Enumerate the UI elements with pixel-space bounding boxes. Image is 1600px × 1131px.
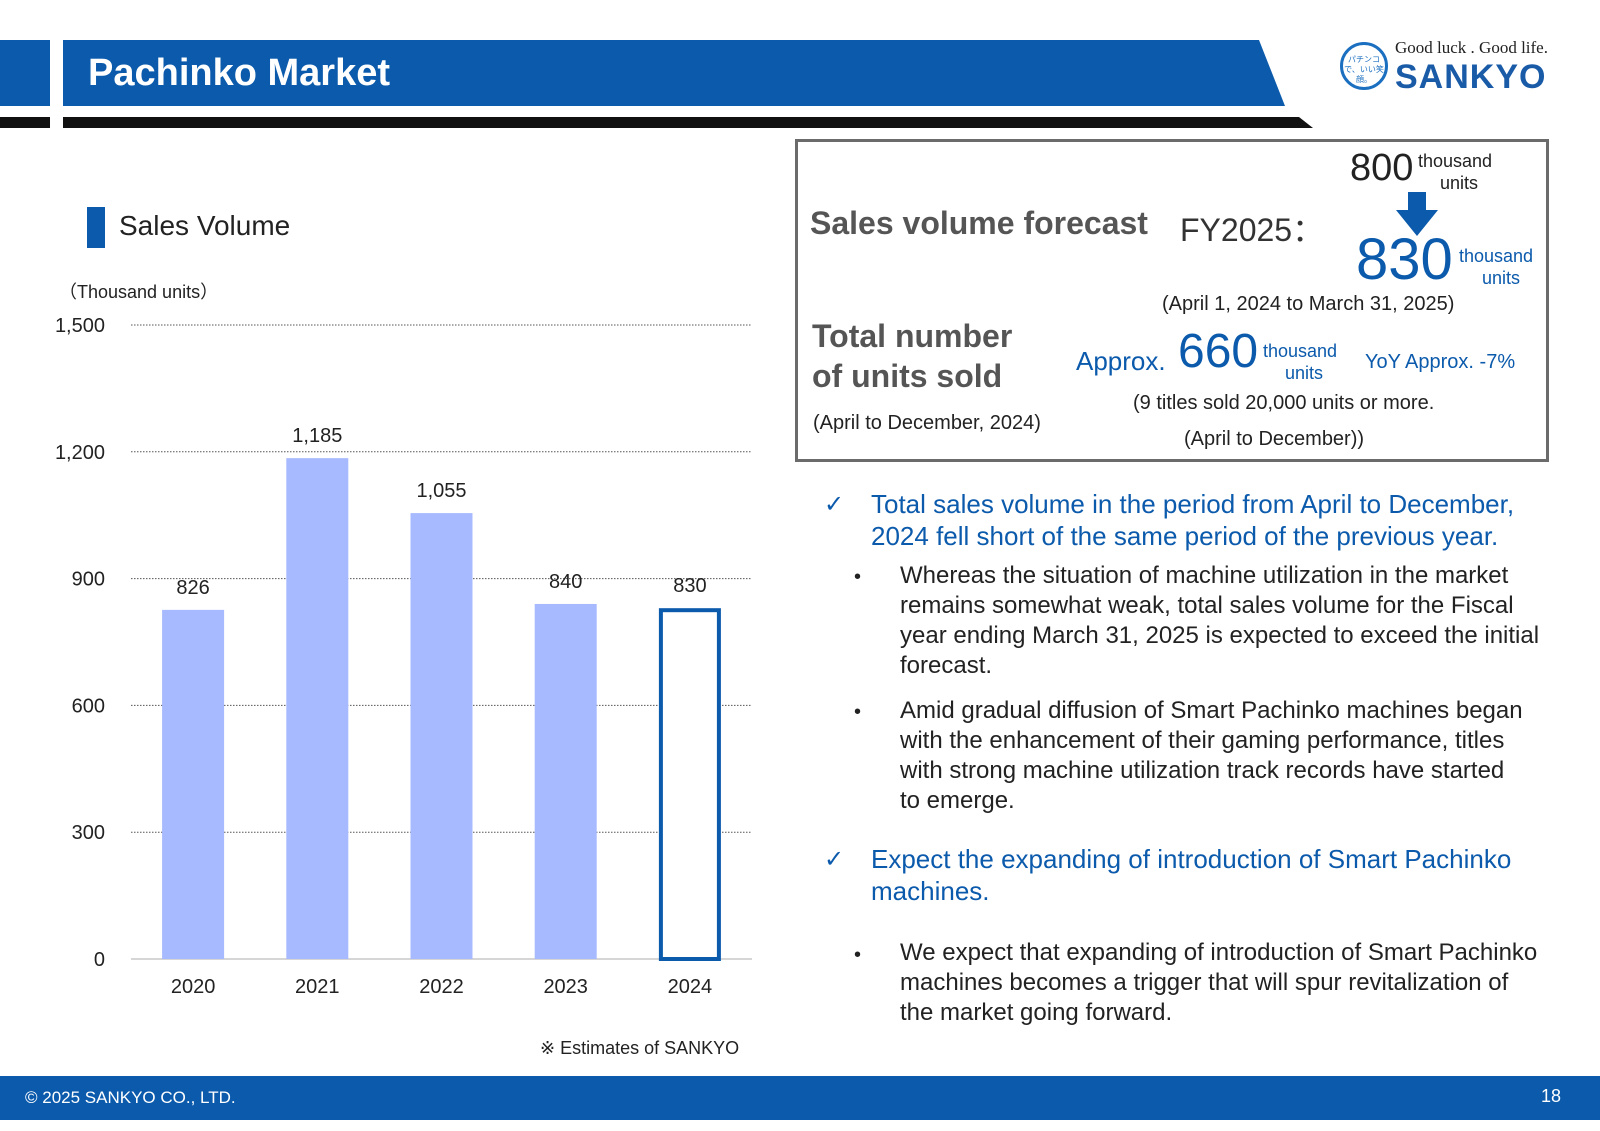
x-tick-label: 2022: [419, 976, 464, 998]
forecast-previous-unit: thousand: [1418, 151, 1493, 171]
y-tick-label: 600: [72, 695, 105, 717]
check-icon: ✓: [824, 846, 845, 873]
sub-point-3: We expect that expanding of introduction…: [900, 938, 1537, 1028]
header-underline: [63, 117, 1313, 128]
header-banner: [63, 40, 1285, 106]
sub-point-2-line: with strong machine utilization track re…: [900, 757, 1505, 784]
page-number: 18: [1541, 1086, 1562, 1106]
check-icon: ✓: [824, 491, 845, 518]
header-underline-left: [0, 117, 50, 128]
y-tick-label: 1,200: [55, 442, 105, 464]
bullet-point-1-line: 2024 fell short of the same period of th…: [871, 521, 1499, 551]
bullet-point-2-line: machines.: [871, 876, 990, 906]
sub-point-2-line: Amid gradual diffusion of Smart Pachinko…: [900, 697, 1523, 724]
bar: [162, 609, 225, 959]
footer-copyright: © 2025 SANKYO CO., LTD.: [25, 1088, 236, 1107]
bullet-dot-icon: •: [854, 566, 862, 588]
logo-tagline: Good luck . Good life.: [1395, 38, 1548, 57]
total-units-unit-2: units: [1285, 363, 1324, 383]
logo-emblem-text: パチンコで、いい笑顔。: [1344, 55, 1384, 84]
y-tick-label: 300: [72, 822, 105, 844]
total-units-value: 660: [1178, 325, 1259, 378]
forecast-box: [795, 139, 1549, 462]
sales-volume-chart: 0 300 600 900 1,200 1,500 826 2020 1,185 2021 1,05…: [55, 315, 752, 998]
chart-title: Sales Volume: [119, 210, 291, 241]
data-label: 830: [673, 575, 706, 597]
arrow-down-icon: [1396, 192, 1438, 236]
sub-point-1-line: Whereas the situation of machine utiliza…: [900, 562, 1509, 589]
forecast-previous-unit-2: units: [1440, 173, 1479, 193]
bullet-point-1-line: Total sales volume in the period from Ap…: [871, 489, 1515, 519]
sub-point-3-line: machines becomes a trigger that will spu…: [900, 969, 1509, 996]
total-units-unit: thousand: [1263, 341, 1338, 361]
forecast-period: FY2025：: [1180, 212, 1325, 248]
y-axis-unit-label: （Thousand units）: [59, 282, 219, 302]
bullet-point-2: Expect the expanding of introduction of …: [871, 843, 1511, 907]
bar: [534, 603, 597, 959]
y-tick-label: 0: [94, 949, 105, 971]
forecast-previous-value: 800: [1350, 147, 1414, 189]
bullet-dot-icon: •: [854, 701, 862, 723]
sub-point-1-line: forecast.: [900, 652, 993, 679]
data-label: 1,185: [292, 425, 342, 447]
logo-emblem-icon: [1340, 42, 1388, 90]
section-marker: [87, 207, 105, 248]
forecast-new-unit: thousand: [1459, 246, 1534, 266]
sub-point-3-line: the market going forward.: [900, 999, 1173, 1026]
forecast-new-value: 830: [1356, 227, 1453, 292]
header-accent-block: [0, 40, 50, 106]
bullet-point-2-line: Expect the expanding of introduction of …: [871, 844, 1512, 874]
logo-name: SANKYO: [1395, 58, 1547, 96]
data-label: 840: [549, 571, 582, 593]
page-title: Pachinko Market: [88, 52, 390, 94]
bullet-dot-icon: •: [854, 944, 862, 966]
forecast-label: Sales volume forecast: [810, 205, 1148, 241]
bar: [286, 458, 349, 959]
y-tick-label: 1,500: [55, 315, 105, 337]
sub-point-3-line: We expect that expanding of introduction…: [900, 939, 1538, 966]
total-units-yoy: YoY Approx. -7%: [1365, 351, 1516, 373]
chart-note: ※ Estimates of SANKYO: [540, 1038, 740, 1058]
x-tick-label: 2020: [171, 976, 216, 998]
footer-bar: [0, 1076, 1600, 1120]
data-label: 1,055: [416, 480, 466, 502]
bar: [658, 608, 721, 961]
forecast-new-unit-2: units: [1482, 268, 1521, 288]
sub-point-1-line: year ending March 31, 2025 is expected t…: [900, 622, 1540, 649]
bar: [410, 513, 473, 959]
data-label: 826: [176, 577, 209, 599]
forecast-range: (April 1, 2024 to March 31, 2025): [1162, 293, 1455, 315]
x-tick-label: 2021: [295, 976, 340, 998]
sub-point-2-line: with the enhancement of their gaming per…: [900, 727, 1505, 754]
sub-point-1: Whereas the situation of machine utiliza…: [900, 561, 1539, 681]
total-units-note-2: (April to December)): [1184, 428, 1365, 450]
sub-point-2-line: to emerge.: [900, 787, 1015, 814]
bullet-point-1: Total sales volume in the period from Ap…: [871, 488, 1514, 552]
sub-point-1-line: remains somewhat weak, total sales volum…: [900, 592, 1514, 619]
total-units-label: Total number: [812, 318, 1013, 354]
total-units-note: (9 titles sold 20,000 units or more.: [1133, 392, 1435, 414]
sub-point-2: Amid gradual diffusion of Smart Pachinko…: [900, 696, 1523, 816]
y-tick-label: 900: [72, 569, 105, 591]
x-tick-label: 2023: [543, 976, 588, 998]
total-units-period: (April to December, 2024): [813, 412, 1041, 434]
x-tick-label: 2024: [668, 976, 713, 998]
total-units-approx: Approx.: [1076, 346, 1166, 376]
total-units-label-2: of units sold: [812, 358, 1003, 394]
